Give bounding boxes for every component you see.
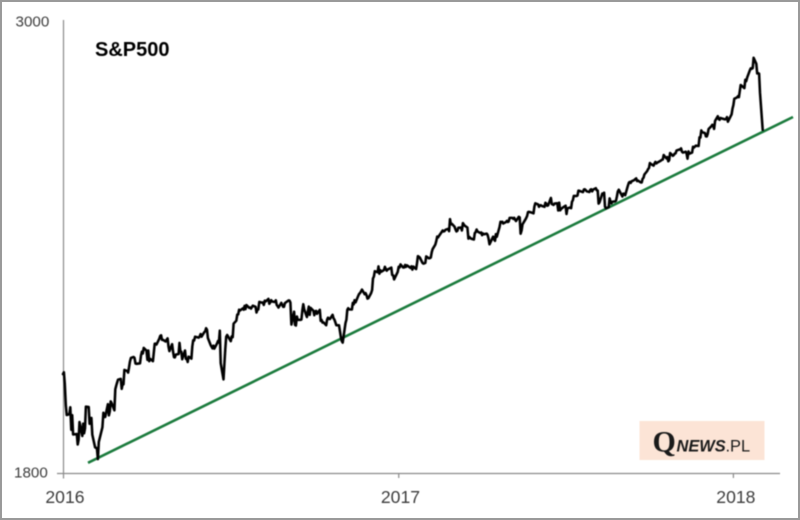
svg-text:S&P500: S&P500	[95, 39, 170, 61]
svg-text:.PL: .PL	[726, 437, 751, 455]
svg-text:2016: 2016	[45, 487, 84, 507]
svg-text:2018: 2018	[716, 487, 755, 507]
svg-text:NEWS: NEWS	[677, 437, 726, 455]
svg-text:2017: 2017	[381, 487, 420, 507]
svg-text:Q: Q	[653, 425, 676, 458]
svg-text:1800: 1800	[14, 465, 48, 482]
svg-text:3000: 3000	[16, 14, 50, 31]
